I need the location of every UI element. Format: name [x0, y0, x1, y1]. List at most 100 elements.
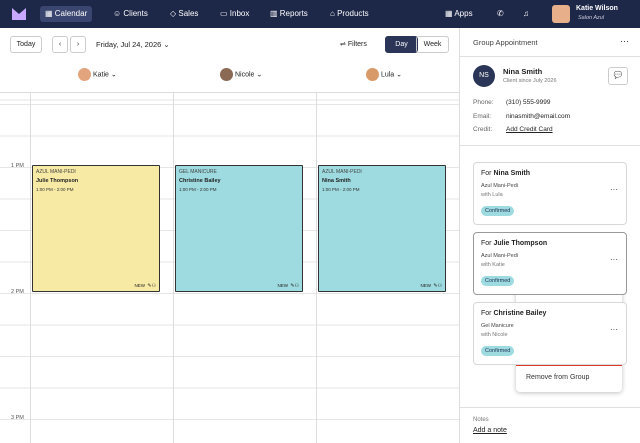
prev-button[interactable]: ‹ — [52, 36, 68, 53]
group-icon: ✎⚇ — [433, 283, 442, 289]
guest-service: Azul Mani-Pedi — [481, 253, 518, 259]
date-picker[interactable]: Friday, Jul 24, 2026 ⌄ — [96, 40, 170, 49]
nav-apps[interactable]: ▦ Apps — [445, 9, 473, 18]
staff-nicole[interactable]: Nicole ⌄ — [220, 68, 262, 81]
column-line — [30, 92, 31, 443]
staff-lula[interactable]: Lula ⌄ — [366, 68, 402, 81]
nav-label: Sales — [178, 9, 199, 18]
user-business: Salon Azul — [578, 15, 605, 21]
bell-icon[interactable]: ♫ — [523, 9, 529, 18]
appointment-service: GEL MANICURE — [179, 169, 217, 175]
phone-icon[interactable]: ✆ — [497, 9, 504, 18]
date-label: Friday, Jul 24, 2026 — [96, 40, 162, 49]
day-view[interactable]: Day — [385, 36, 418, 53]
appointment-time: 1:00 PM - 2:00 PM — [36, 187, 74, 192]
appointment-badge: NEW — [420, 283, 432, 288]
appointment-client: Christine Bailey — [179, 178, 221, 184]
panel-more[interactable]: ··· — [620, 36, 629, 46]
guest-card: For Christine Bailey Gel Manicure with Nic… — [473, 302, 627, 365]
today-button[interactable]: Today — [10, 36, 42, 53]
nav-label: Calendar — [54, 9, 88, 18]
appointment-time: 1:00 PM - 2:00 PM — [179, 187, 217, 192]
nav-clients[interactable]: ☺ Clients — [113, 9, 148, 18]
group-icon: ✎⚇ — [290, 283, 299, 289]
guest-service: Azul Mani-Pedi — [481, 183, 518, 189]
field-value: (310) 555-9999 — [506, 99, 551, 106]
guest-card: For Nina Smith Azul Mani-Pedi with Lula Con… — [473, 162, 627, 225]
add-note[interactable]: Add a note — [473, 427, 507, 434]
nav-label: Inbox — [229, 9, 250, 18]
message-button[interactable]: 💬 — [608, 67, 628, 85]
filters-label: Filters — [347, 41, 367, 48]
field-label: Email: — [473, 112, 492, 120]
staff-name: Katie — [92, 71, 109, 79]
field-value: ninasmith@email.com — [506, 112, 571, 120]
logo[interactable] — [12, 8, 26, 20]
nav-label: Apps — [454, 9, 473, 18]
group-icon: ✎⚇ — [147, 283, 156, 289]
appointment-badge: NEW — [277, 283, 289, 288]
guest-more[interactable]: ··· — [610, 325, 618, 334]
for-label: For — [481, 170, 492, 177]
nav-inbox[interactable]: ▭ Inbox — [220, 9, 250, 18]
guest-more[interactable]: ··· — [610, 185, 618, 194]
staff-katie[interactable]: Katie ⌄ — [78, 68, 117, 81]
field-label: Phone: — [473, 99, 494, 106]
time-label: 3 PM — [11, 415, 24, 421]
column-line — [173, 92, 174, 443]
user-name: Katie Wilson — [576, 5, 618, 12]
for-label: For — [481, 240, 492, 247]
guest-heading: For Nina Smith — [481, 170, 530, 177]
client-since: Client since July 2026 — [503, 78, 557, 84]
time-label: 1 PM — [11, 163, 24, 169]
guest-more[interactable]: ··· — [610, 255, 618, 264]
appointment[interactable]: GEL MANICURE Christine Bailey 1:00 PM - 2:… — [175, 165, 303, 292]
guest-name: Nina Smith — [493, 170, 531, 177]
field-value[interactable]: Add Credit Card — [506, 126, 553, 133]
divider — [460, 56, 640, 57]
appointment-service: AZUL MANI-PEDI — [322, 169, 362, 175]
guest-name: Julie Thompson — [493, 240, 548, 247]
staff-name: Nicole — [234, 71, 255, 79]
appointment[interactable]: AZUL MANI-PEDI Julie Thompson 1:00 PM - 2:… — [32, 165, 160, 292]
appointment[interactable]: AZUL MANI-PEDI Nina Smith 1:00 PM - 2:00 P… — [318, 165, 446, 292]
user-avatar[interactable] — [552, 5, 570, 23]
next-button[interactable]: › — [70, 36, 86, 53]
status-badge: Confirmed — [481, 346, 515, 356]
time-label: 2 PM — [11, 289, 24, 295]
guest-staff: with Lula — [481, 192, 503, 198]
notes-label: Notes — [473, 417, 489, 423]
nav-label: Reports — [279, 9, 308, 18]
nav-sales[interactable]: ◇ Sales — [170, 9, 199, 18]
nav-reports[interactable]: ▥ Reports — [270, 9, 308, 18]
panel-divider — [459, 28, 460, 443]
guest-service: Gel Manicure — [481, 323, 514, 329]
nav-calendar[interactable]: ▦ Calendar — [40, 6, 93, 22]
menu-item[interactable]: Remove from Group — [526, 374, 590, 381]
guest-staff: with Katie — [481, 262, 505, 268]
nav-label: Clients — [123, 9, 148, 18]
for-label: For — [481, 310, 492, 317]
guest-name: Christine Bailey — [493, 310, 547, 317]
guest-heading: For Julie Thompson — [481, 240, 547, 247]
guest-staff: with Nicole — [481, 332, 508, 338]
status-badge: Confirmed — [481, 206, 515, 216]
guest-heading: For Christine Bailey — [481, 310, 546, 317]
divider — [460, 407, 640, 408]
panel-title: Group Appointment — [473, 38, 538, 47]
filters-button[interactable]: ⇌ Filters — [340, 41, 367, 48]
column-line — [316, 92, 317, 443]
field-label: Credit: — [473, 126, 493, 133]
status-badge: Confirmed — [481, 276, 515, 286]
appointment-time: 1:00 PM - 2:00 PM — [322, 187, 360, 192]
guest-card: For Julie Thompson Azul Mani-Pedi with Kat… — [473, 232, 627, 295]
appointment-badge: NEW — [134, 283, 146, 288]
client-name[interactable]: Nina Smith — [503, 67, 543, 76]
nav-products[interactable]: ⌂ Products — [330, 9, 369, 18]
appointment-client: Julie Thompson — [36, 178, 79, 184]
client-avatar: NS — [473, 65, 495, 87]
week-view[interactable]: Week — [416, 36, 449, 53]
appointment-client: Nina Smith — [322, 178, 351, 184]
staff-name: Lula — [380, 71, 395, 79]
